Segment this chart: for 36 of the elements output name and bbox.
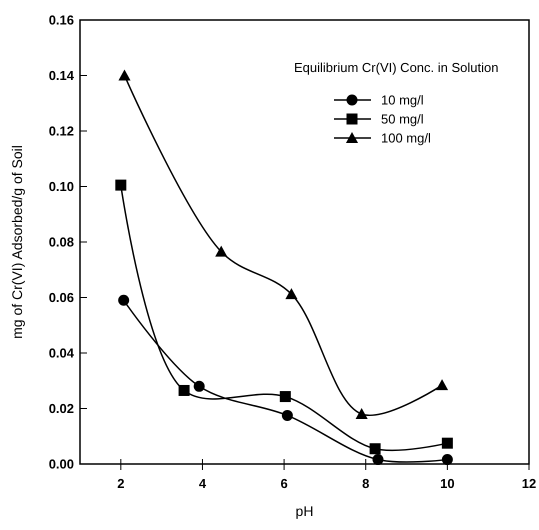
point: [194, 380, 205, 392]
point: [178, 384, 190, 396]
x-tick-label: 4: [198, 476, 207, 491]
y-tick-label: 0.00: [48, 456, 74, 472]
y-tick-label: 0.12: [48, 124, 74, 139]
point: [280, 391, 291, 402]
y-tick-label: 0.10: [48, 179, 74, 194]
y-tick-label: 0.08: [48, 234, 74, 250]
x-tick-label: 12: [522, 476, 536, 491]
point: [356, 408, 368, 419]
legend-title: Equilibrium Cr(VI) Conc. in Solution: [294, 60, 498, 75]
point: [118, 69, 131, 80]
legend-label: 50 mg/l: [381, 112, 424, 127]
point: [282, 410, 293, 421]
x-tick-label: 6: [280, 476, 288, 491]
y-axis-title: mg of Cr(VI) Adsorbed/g of Soil: [9, 145, 25, 339]
point: [370, 443, 381, 454]
y-tick-label: 0.02: [48, 401, 74, 416]
legend-label: 100 mg/l: [381, 130, 431, 146]
point: [442, 438, 453, 449]
x-tick-label: 10: [440, 476, 455, 491]
point: [115, 180, 126, 191]
point: [215, 246, 228, 257]
legend-label: 10 mg/l: [381, 92, 424, 108]
point: [372, 454, 384, 466]
x-tick-label: 8: [362, 476, 370, 491]
point: [436, 379, 448, 390]
y-tick-label: 0.04: [48, 346, 75, 361]
y-tick-label: 0.14: [48, 68, 75, 84]
point: [442, 454, 453, 466]
x-tick-label: 2: [117, 476, 124, 491]
y-tick-label: 0.06: [48, 290, 74, 306]
point: [285, 288, 298, 300]
point: [118, 294, 130, 306]
y-tick-label: 0.16: [48, 12, 74, 28]
x-axis-title: pH: [296, 503, 314, 519]
